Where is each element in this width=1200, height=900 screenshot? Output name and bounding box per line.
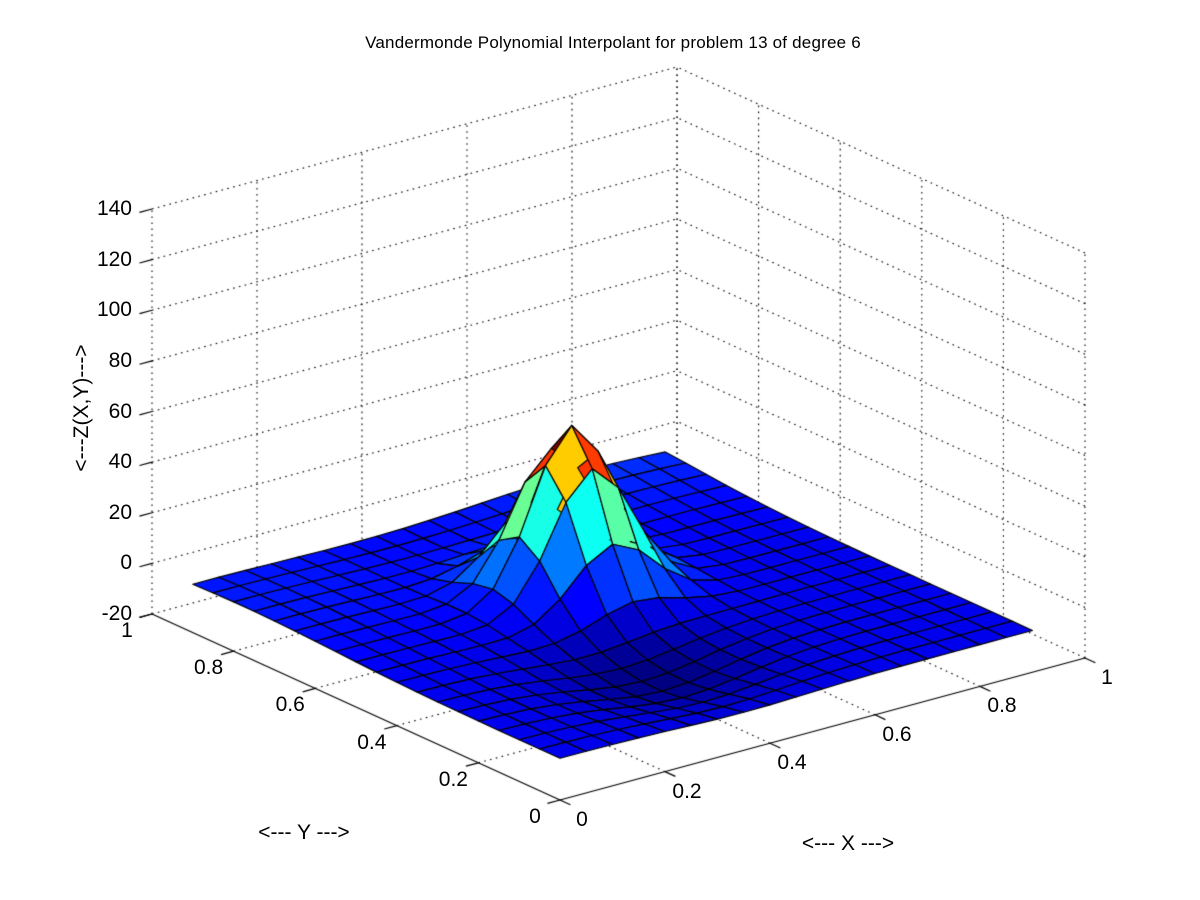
x-tick-label: 0 [576,808,588,831]
z-tick-label: 80 [108,348,132,372]
y-tick-label: 0.8 [193,656,224,680]
x-tick-label: 0.6 [882,722,912,746]
z-tick-label: 60 [108,399,132,423]
z-tick-label: 20 [108,500,132,524]
x-axis-label: <--- X ---> [801,832,895,855]
y-axis-label: <--- Y ---> [258,821,350,844]
z-tick-label: 40 [108,450,132,474]
y-tick-label: 1 [121,619,133,642]
z-tick-label: 0 [120,551,132,575]
y-tick-label: 0.6 [275,693,305,717]
y-tick-label: 0 [529,805,541,828]
x-tick-label: 0.8 [987,694,1017,718]
chart-title: Vandermonde Polynomial Interpolant for p… [365,33,861,52]
x-tick-label: 0.4 [777,751,807,775]
x-tick-label: 0.2 [672,779,702,803]
y-tick-label: 0.2 [438,767,468,791]
z-tick-label: 120 [96,247,132,271]
z-tick-label: 100 [96,298,132,322]
z-axis-label: <---Z(X,Y)---> [70,344,93,472]
z-tick-label: -20 [101,602,132,625]
x-tick-label: 1 [1101,666,1113,689]
z-tick-label: 140 [96,197,132,220]
y-tick-label: 0.4 [357,730,387,754]
